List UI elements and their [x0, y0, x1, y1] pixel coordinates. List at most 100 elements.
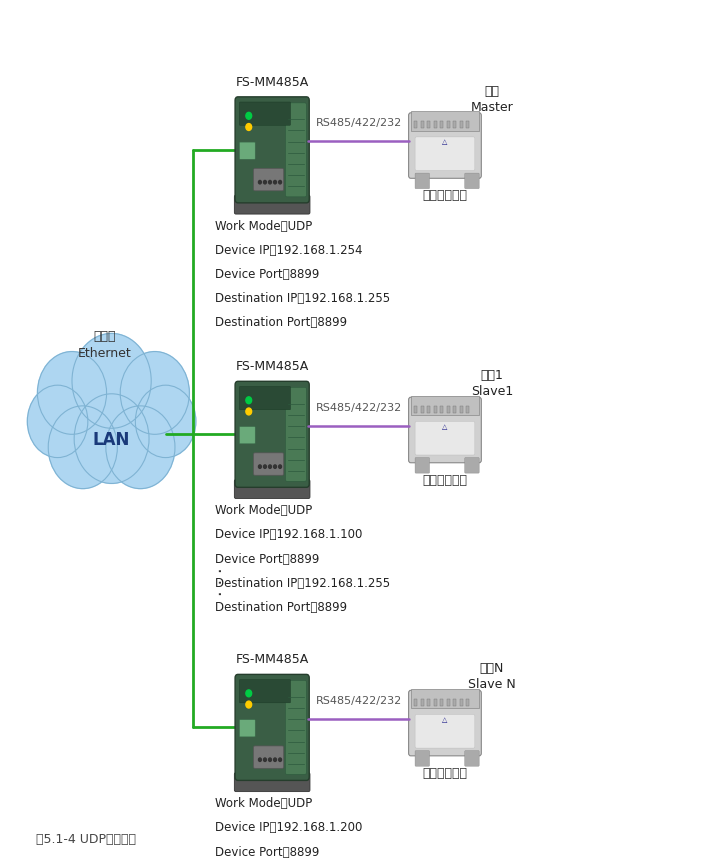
FancyBboxPatch shape — [235, 382, 310, 487]
Text: Destination Port：8899: Destination Port：8899 — [215, 600, 347, 613]
Text: 从站N
Slave N: 从站N Slave N — [468, 661, 516, 691]
Circle shape — [274, 181, 276, 185]
Circle shape — [279, 181, 282, 185]
Text: Destination IP：192.168.1.255: Destination IP：192.168.1.255 — [215, 292, 390, 305]
Circle shape — [258, 465, 261, 468]
Bar — [420, 122, 423, 129]
Text: 用户串口设备: 用户串口设备 — [423, 189, 467, 202]
Circle shape — [135, 386, 196, 458]
Text: △: △ — [442, 424, 448, 429]
Text: Destination Port：8899: Destination Port：8899 — [215, 316, 347, 329]
Text: Work Mode：UDP: Work Mode：UDP — [215, 796, 312, 809]
FancyBboxPatch shape — [465, 174, 480, 189]
Text: RS485/422/232: RS485/422/232 — [315, 695, 402, 705]
Text: △: △ — [442, 716, 448, 722]
FancyBboxPatch shape — [239, 387, 291, 411]
Circle shape — [37, 352, 107, 435]
Text: 用户串口设备: 用户串口设备 — [423, 765, 467, 779]
Text: RS485/422/232: RS485/422/232 — [315, 402, 402, 412]
Bar — [441, 406, 444, 413]
FancyBboxPatch shape — [239, 427, 256, 444]
FancyBboxPatch shape — [235, 196, 310, 215]
Circle shape — [264, 181, 266, 185]
FancyBboxPatch shape — [235, 98, 310, 204]
Bar — [454, 699, 456, 706]
Text: 主站
Master: 主站 Master — [470, 84, 513, 114]
Text: LAN: LAN — [93, 430, 130, 448]
FancyBboxPatch shape — [409, 398, 481, 463]
FancyBboxPatch shape — [415, 174, 429, 189]
Bar — [428, 406, 431, 413]
Bar — [467, 122, 469, 129]
Bar — [467, 699, 469, 706]
Text: FS-MM485A: FS-MM485A — [235, 360, 309, 373]
FancyBboxPatch shape — [239, 720, 256, 737]
FancyBboxPatch shape — [239, 103, 291, 127]
FancyBboxPatch shape — [253, 453, 284, 475]
Circle shape — [269, 465, 271, 468]
FancyBboxPatch shape — [235, 480, 310, 499]
Circle shape — [246, 701, 252, 708]
Bar — [454, 406, 456, 413]
Bar — [433, 122, 436, 129]
FancyBboxPatch shape — [253, 169, 284, 191]
Bar — [428, 699, 431, 706]
Bar — [415, 406, 418, 413]
FancyBboxPatch shape — [415, 458, 429, 474]
Circle shape — [246, 691, 252, 697]
Circle shape — [274, 758, 276, 761]
Bar — [433, 699, 436, 706]
Text: · · ·: · · · — [213, 567, 230, 596]
FancyBboxPatch shape — [410, 396, 480, 416]
Text: Work Mode：UDP: Work Mode：UDP — [215, 504, 312, 517]
FancyBboxPatch shape — [409, 691, 481, 756]
Bar — [460, 122, 463, 129]
FancyBboxPatch shape — [285, 387, 307, 482]
FancyBboxPatch shape — [285, 103, 307, 197]
FancyBboxPatch shape — [239, 143, 256, 160]
Bar — [441, 122, 444, 129]
Circle shape — [27, 386, 88, 458]
Circle shape — [246, 114, 252, 121]
Bar — [454, 122, 456, 129]
Circle shape — [120, 352, 189, 435]
Text: Work Mode：UDP: Work Mode：UDP — [215, 220, 312, 232]
Text: Device IP：192.168.1.254: Device IP：192.168.1.254 — [215, 244, 362, 257]
Circle shape — [74, 394, 149, 484]
Bar — [467, 406, 469, 413]
Bar — [428, 122, 431, 129]
Circle shape — [279, 758, 282, 761]
FancyBboxPatch shape — [465, 458, 480, 474]
Text: FS-MM485A: FS-MM485A — [235, 76, 309, 89]
Text: Device Port：8899: Device Port：8899 — [215, 268, 319, 281]
Text: Device Port：8899: Device Port：8899 — [215, 845, 319, 858]
Bar — [446, 122, 449, 129]
Bar — [433, 406, 436, 413]
FancyBboxPatch shape — [285, 680, 307, 775]
FancyBboxPatch shape — [415, 751, 429, 766]
Circle shape — [279, 465, 282, 468]
Circle shape — [274, 465, 276, 468]
Bar — [446, 699, 449, 706]
FancyBboxPatch shape — [410, 112, 480, 132]
Circle shape — [106, 406, 175, 489]
FancyBboxPatch shape — [415, 138, 475, 171]
FancyBboxPatch shape — [410, 689, 480, 709]
Bar — [446, 406, 449, 413]
Circle shape — [264, 758, 266, 761]
FancyBboxPatch shape — [415, 422, 475, 455]
Circle shape — [48, 406, 117, 489]
FancyBboxPatch shape — [235, 773, 310, 792]
Circle shape — [246, 125, 252, 132]
Circle shape — [258, 181, 261, 185]
Bar — [415, 699, 418, 706]
Text: 图5.1-4 UDP多点连接: 图5.1-4 UDP多点连接 — [36, 833, 136, 846]
Bar — [420, 406, 423, 413]
Text: Destination IP：192.168.1.255: Destination IP：192.168.1.255 — [215, 576, 390, 589]
Text: Device IP：192.168.1.200: Device IP：192.168.1.200 — [215, 821, 362, 833]
FancyBboxPatch shape — [235, 675, 310, 780]
Bar — [415, 122, 418, 129]
Circle shape — [264, 465, 266, 468]
Circle shape — [269, 181, 271, 185]
Text: 用户串口设备: 用户串口设备 — [423, 473, 467, 486]
